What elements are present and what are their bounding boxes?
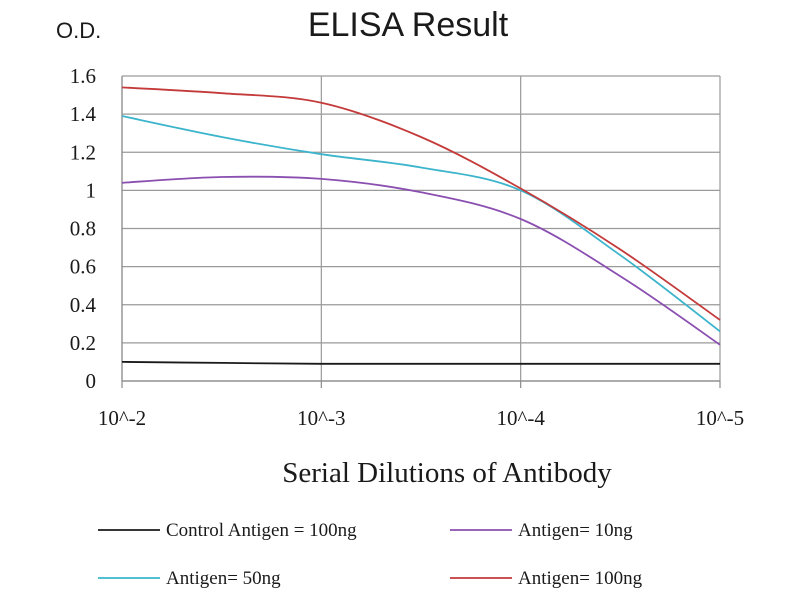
legend-label-3: Antigen= 100ng [518, 568, 643, 589]
series-lines [121, 86, 721, 365]
y-tick-label: 0.8 [70, 217, 96, 241]
legend-label-1: Antigen= 10ng [518, 520, 633, 541]
y-tick-label: 1.2 [70, 140, 96, 164]
x-tick-label: 10^-4 [496, 406, 545, 430]
y-tick-label: 1.4 [70, 102, 97, 126]
legend-label-0: Control Antigen = 100ng [166, 520, 357, 541]
y-axis-label: O.D. [56, 18, 101, 43]
x-tick-label: 10^-5 [696, 406, 744, 430]
y-tick-label: 0 [86, 369, 97, 393]
x-tick-label: 10^-3 [297, 406, 345, 430]
series-line-3 [121, 86, 721, 321]
series-line-2 [121, 115, 721, 333]
y-tick-label: 0.6 [70, 255, 96, 279]
x-tick-labels: 10^-2 10^-3 10^-4 10^-5 [98, 406, 744, 430]
x-axis-label: Serial Dilutions of Antibody [282, 457, 612, 489]
legend: Control Antigen = 100ng Antigen= 10ng Anti… [98, 520, 643, 589]
series-line-1 [121, 175, 721, 346]
axes [121, 76, 721, 388]
x-tick-label: 10^-2 [98, 406, 146, 430]
chart-title: ELISA Result [308, 6, 509, 44]
y-tick-labels: 0 0.2 0.4 0.6 0.8 1 1.2 1.4 1.6 [70, 64, 97, 393]
y-tick-label: 0.4 [70, 293, 97, 317]
y-tick-label: 0.2 [70, 331, 96, 355]
grid [121, 75, 721, 382]
y-tick-label: 1.6 [70, 64, 96, 88]
series-line-0 [121, 361, 720, 365]
y-tick-label: 1 [86, 178, 97, 202]
legend-label-2: Antigen= 50ng [166, 568, 281, 589]
